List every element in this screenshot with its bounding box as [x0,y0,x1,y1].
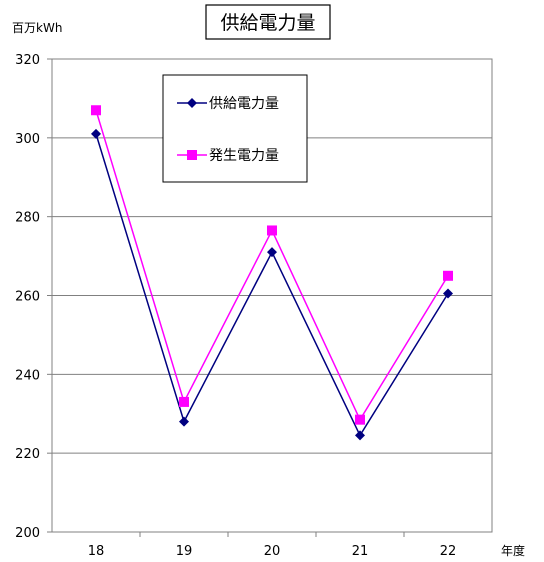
chart-title-box [205,4,331,40]
y-axis-ticks: 200 220 240 260 280 300 320 [15,53,52,541]
y-tick-label: 200 [15,526,40,541]
x-tick-label: 22 [440,544,457,559]
data-point-series-1 [179,416,189,427]
y-tick-label: 220 [15,447,40,462]
data-point-series-1 [91,128,101,139]
data-point-series-1 [267,247,277,258]
x-tick-label: 18 [88,544,105,559]
y-tick-label: 240 [15,368,40,383]
series-group [91,105,453,441]
y-tick-label: 320 [15,53,40,68]
legend-label-series-1: 供給電力量 [209,96,279,112]
chart-title: 供給電力量 [220,12,315,34]
x-tick-label: 20 [264,544,281,559]
data-point-series-2 [91,105,101,116]
legend: 供給電力量 発生電力量 [162,74,308,183]
legend-marker-series-1 [187,98,197,108]
x-axis-label: 年度 [501,543,525,558]
x-axis-ticks: 18 19 20 21 22 [88,532,457,559]
data-point-series-1 [443,288,453,299]
legend-label-series-2: 発生電力量 [209,148,279,164]
x-tick-label: 21 [352,544,369,559]
y-tick-label: 300 [15,132,40,147]
y-tick-label: 260 [15,290,40,305]
x-tick-label: 19 [176,544,193,559]
data-point-series-2 [267,225,277,236]
data-point-series-2 [443,270,453,281]
data-point-series-2 [179,396,189,407]
y-axis-label: 百万kWh [12,21,62,35]
data-point-series-2 [355,414,365,425]
legend-box [162,74,308,183]
y-tick-label: 280 [15,211,40,226]
data-point-series-1 [355,430,365,441]
legend-marker-series-2 [187,150,197,160]
